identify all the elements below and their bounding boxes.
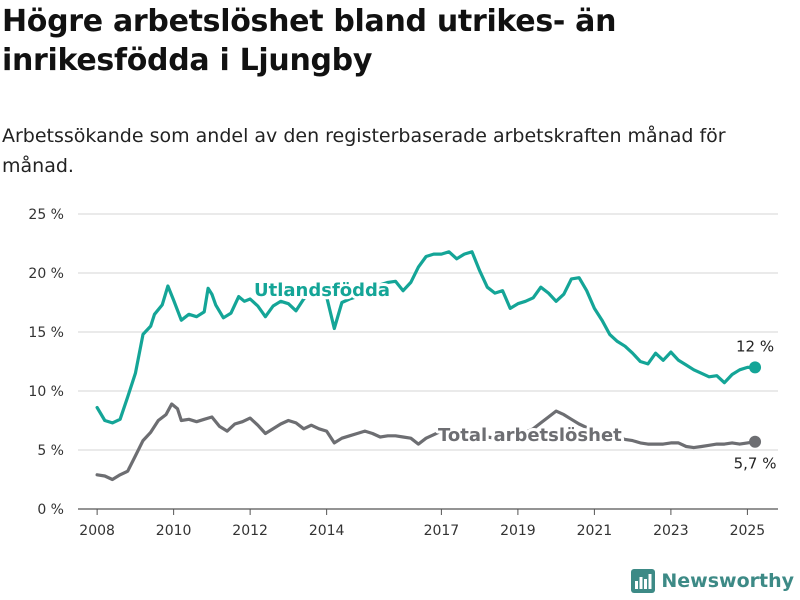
series-line-total bbox=[95, 402, 757, 482]
end-value-label: 5,7 % bbox=[734, 455, 777, 473]
series-line-utlandsfodda bbox=[95, 250, 757, 425]
x-axis: 2008 2010 2012 2014 2017 2019 2021 2023 2025 bbox=[79, 509, 765, 539]
series-end-point bbox=[749, 435, 762, 448]
x-tick-label: 2023 bbox=[653, 523, 689, 539]
brand-name: Newsworthy bbox=[661, 570, 794, 592]
y-tick-label: 15 % bbox=[28, 325, 64, 341]
x-tick-label: 2008 bbox=[79, 523, 115, 539]
x-tick-label: 2019 bbox=[500, 523, 536, 539]
y-tick-label: 25 % bbox=[28, 207, 64, 223]
bar-chart-logo-icon bbox=[631, 569, 656, 593]
chart-title: Högre arbetslöshet bland utrikes- än inr… bbox=[2, 4, 617, 78]
x-tick-label: 2012 bbox=[232, 523, 268, 539]
series-name-label: Utlandsfödda bbox=[254, 280, 390, 301]
y-tick-label: 10 % bbox=[28, 384, 64, 400]
series-name-halo: Utlandsfödda bbox=[254, 280, 390, 301]
series-name-halo: Total arbetslöshet bbox=[438, 425, 622, 446]
x-tick-label: 2010 bbox=[156, 523, 192, 539]
x-tick-label: 2025 bbox=[730, 523, 766, 539]
chart-subtitle: Arbetssökande som andel av den registerb… bbox=[2, 125, 726, 177]
x-tick-label: 2014 bbox=[309, 523, 345, 539]
end-value-label: 12 % bbox=[736, 337, 774, 355]
y-axis-ticks: 0 % 5 % 10 % 15 % 20 % 25 % bbox=[28, 207, 64, 518]
series-name-label: Total arbetslöshet bbox=[438, 425, 622, 446]
x-tick-label: 2017 bbox=[424, 523, 460, 539]
series-lines bbox=[95, 250, 762, 482]
y-tick-label: 20 % bbox=[28, 266, 64, 282]
grid-lines bbox=[78, 213, 778, 510]
x-tick-label: 2021 bbox=[577, 523, 613, 539]
y-tick-label: 0 % bbox=[37, 502, 64, 518]
brand-logo: Newsworthy bbox=[631, 566, 794, 596]
series-end-point bbox=[749, 361, 762, 374]
y-tick-label: 5 % bbox=[37, 443, 64, 459]
